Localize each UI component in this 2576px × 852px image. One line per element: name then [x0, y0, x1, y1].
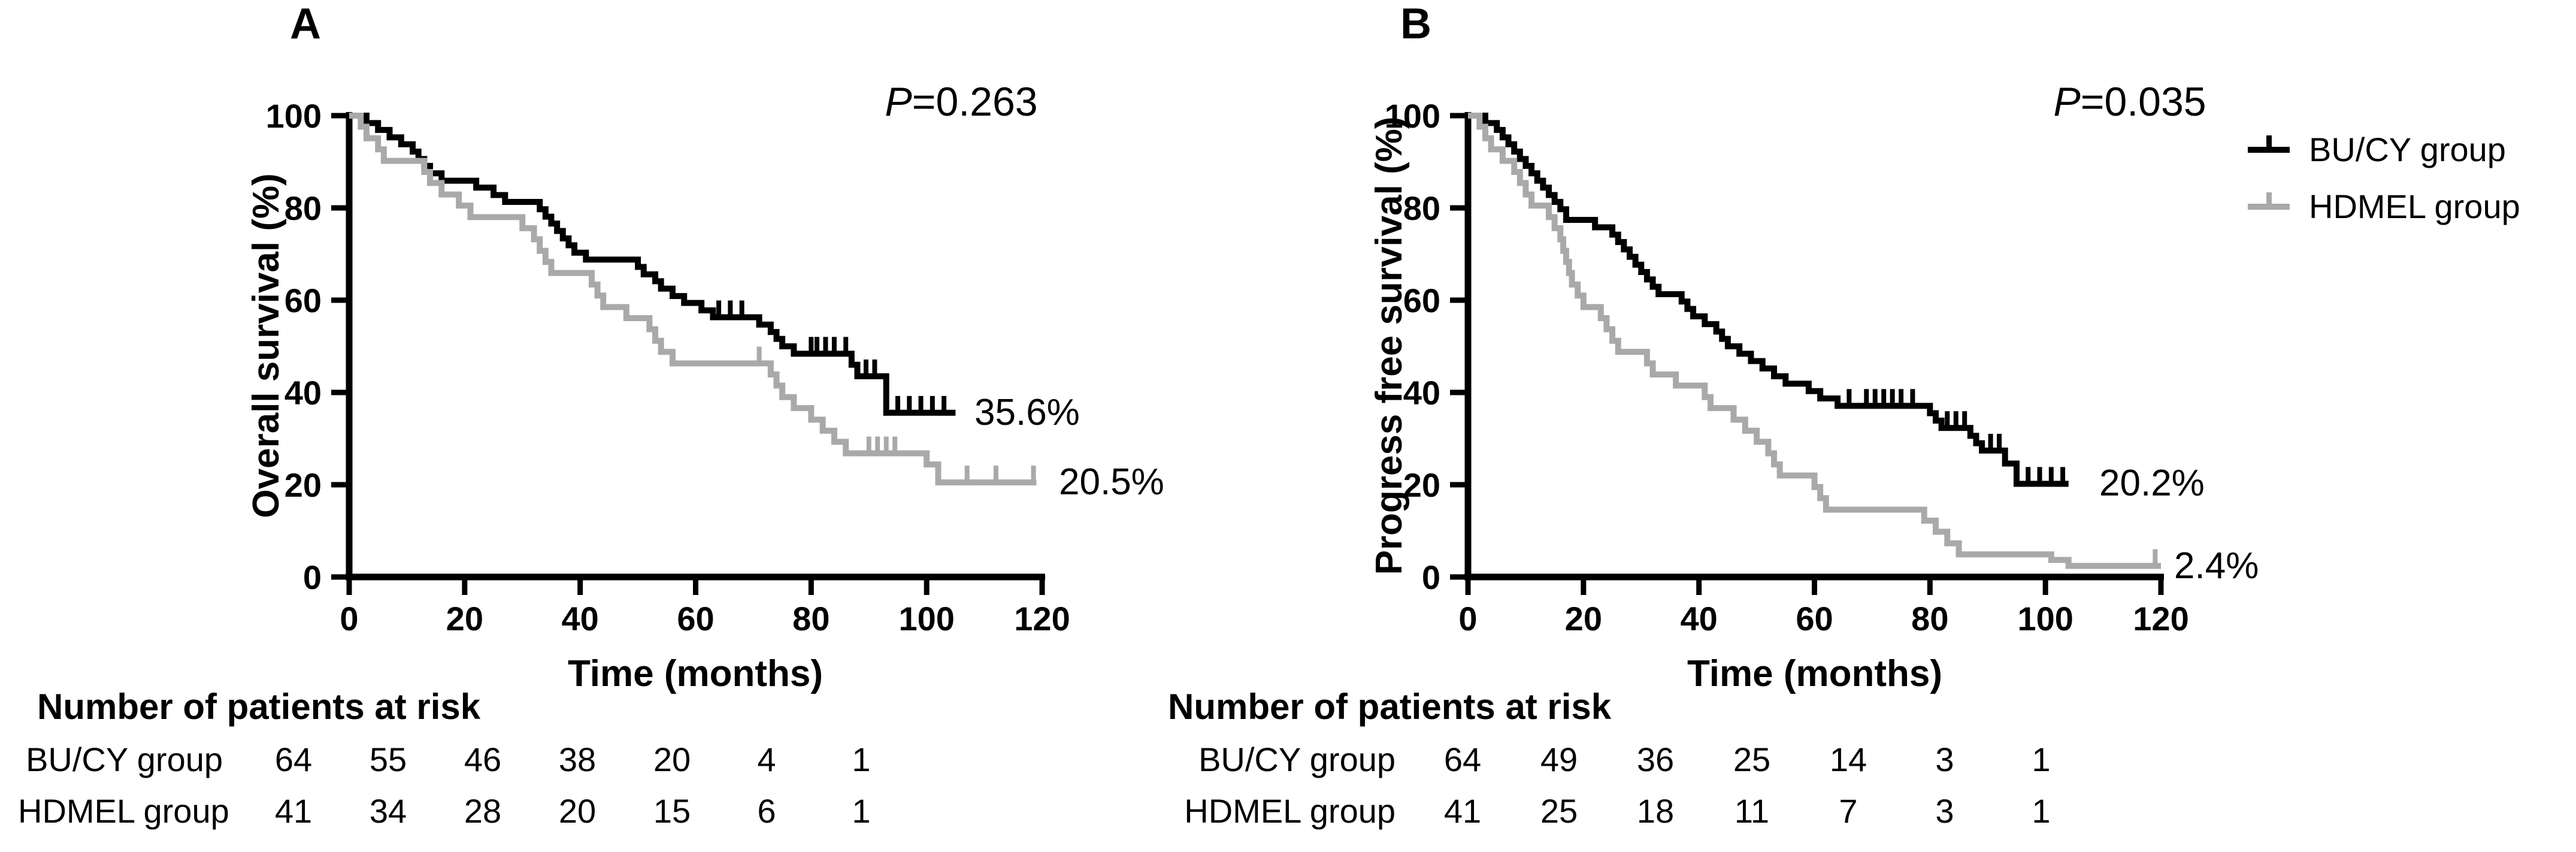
risk-count: 4: [757, 741, 776, 778]
risk-count: 18: [1636, 792, 1675, 830]
risk-count: 41: [1443, 792, 1482, 830]
panel-a-hdmel-end-label: 20.5%: [1059, 461, 1164, 503]
panel-a-y-tick-label: 100: [266, 97, 322, 135]
p-symbol: P: [885, 79, 912, 125]
panel-a-x-tick-label: 20: [446, 600, 483, 638]
panel-a-x-tick-label: 100: [898, 600, 954, 638]
risk-count: 20: [653, 741, 691, 778]
panel-a-risk-row-label-hdmel: HDMEL group: [18, 792, 229, 830]
risk-count: 7: [1839, 792, 1858, 830]
panel-a-y-tick-label: 80: [284, 189, 322, 227]
panel-b-y-tick-label: 100: [1385, 97, 1440, 135]
panel-a-risk-row-label-bucy: BU/CY group: [26, 741, 223, 778]
panel-b-y-tick-label: 0: [1422, 558, 1440, 596]
legend-bucy-censor-tick-icon: [2266, 135, 2272, 151]
legend-hdmel-censor-tick-icon: [2266, 192, 2272, 208]
risk-count: 28: [464, 792, 502, 830]
panel-b-x-tick-label: 120: [2133, 600, 2188, 638]
risk-count: 49: [1540, 741, 1578, 778]
panel-b-curve-hdmel: [1468, 113, 2161, 569]
panel-a-x-axis-title: Time (months): [568, 653, 823, 694]
risk-count: 1: [2032, 792, 2051, 830]
risk-count: 3: [1935, 741, 1954, 778]
risk-count: 36: [1636, 741, 1675, 778]
risk-count: 64: [1443, 741, 1482, 778]
risk-count: 20: [558, 792, 597, 830]
legend-label-bucy: BU/CY group: [2309, 131, 2506, 168]
panel-a-x-tick-label: 80: [792, 600, 830, 638]
panel-b-risk-row-label-bucy: BU/CY group: [1198, 741, 1396, 778]
risk-count: 1: [2032, 741, 2051, 778]
panel-a-y-tick-label: 60: [284, 282, 322, 319]
risk-count: 41: [274, 792, 313, 830]
panel-a-risk-table-header: Number of patients at risk: [37, 687, 481, 727]
panel-b-y-tick-label: 40: [1403, 374, 1440, 412]
panel-a-letter: A: [290, 0, 321, 48]
panel-a-curve-hdmel: [349, 113, 1037, 486]
risk-count: 1: [852, 792, 871, 830]
risk-count: 25: [1540, 792, 1578, 830]
panel-b-y-tick-label: 20: [1403, 466, 1440, 504]
p-value-text: =0.263: [912, 79, 1038, 125]
panel-a-x-tick-label: 40: [562, 600, 599, 638]
panel-a-y-tick-label: 40: [284, 374, 322, 412]
risk-count: 14: [1829, 741, 1867, 778]
panel-a-x-tick-label: 60: [677, 600, 714, 638]
panel-b-bucy-end-label: 20.2%: [2099, 463, 2205, 504]
p-symbol: P: [2053, 79, 2081, 125]
panel-b-y-tick-label: 80: [1403, 189, 1440, 227]
risk-count: 38: [558, 741, 597, 778]
risk-count: 34: [369, 792, 407, 830]
panel-a-y-axis-title: Overall survival (%): [246, 173, 287, 518]
legend-label-hdmel: HDMEL group: [2309, 188, 2520, 225]
risk-count: 64: [274, 741, 313, 778]
risk-count: 25: [1733, 741, 1771, 778]
panel-a-y-tick-label: 0: [303, 558, 322, 596]
panel-a-x-tick-label: 120: [1014, 600, 1070, 638]
panel-a-bucy-end-label: 35.6%: [974, 392, 1080, 433]
risk-count: 11: [1734, 792, 1770, 830]
panel-b-risk-row-label-hdmel: HDMEL group: [1184, 792, 1396, 830]
panel-b-hdmel-end-label: 2.4%: [2174, 545, 2259, 587]
panel-b-x-tick-label: 0: [1458, 600, 1477, 638]
panel-b-x-tick-label: 80: [1911, 600, 1948, 638]
panel-b-risk-table-header: Number of patients at risk: [1168, 687, 1612, 727]
panel-a-x-tick-label: 0: [340, 600, 358, 638]
panel-b-curve-bucy: [1468, 113, 2069, 487]
risk-count: 15: [653, 792, 691, 830]
panel-b-x-tick-label: 100: [2017, 600, 2073, 638]
panel-b-p-value: P=0.035: [1962, 81, 2297, 122]
panel-a-p-value: P=0.263: [794, 81, 1129, 122]
risk-count: 3: [1935, 792, 1954, 830]
risk-count: 1: [852, 741, 871, 778]
panel-b-x-tick-label: 40: [1681, 600, 1718, 638]
risk-count: 46: [464, 741, 502, 778]
panel-b-x-tick-label: 60: [1796, 600, 1833, 638]
p-value-text: =0.035: [2080, 79, 2206, 125]
panel-b-y-tick-label: 60: [1403, 282, 1440, 319]
panel-b-x-axis-title: Time (months): [1687, 653, 1942, 694]
risk-count: 6: [757, 792, 776, 830]
risk-count: 55: [369, 741, 407, 778]
panel-b-y-axis-title: Progress free survival (%): [1369, 116, 1410, 575]
panel-b-letter: B: [1400, 0, 1431, 48]
panel-b-x-tick-label: 20: [1565, 600, 1602, 638]
panel-a-y-tick-label: 20: [284, 466, 322, 504]
